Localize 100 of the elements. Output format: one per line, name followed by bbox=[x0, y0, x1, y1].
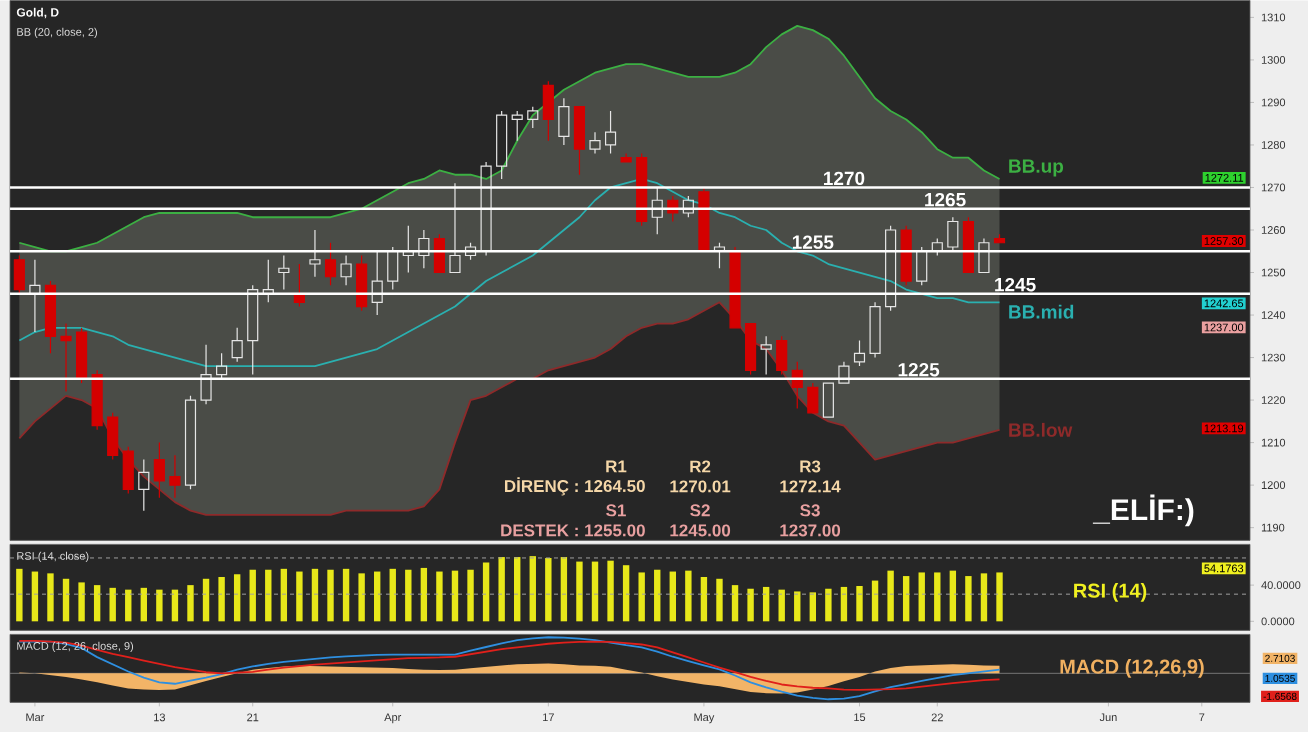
candlestick bbox=[29, 258, 41, 333]
bar bbox=[47, 573, 54, 622]
bar bbox=[965, 575, 972, 622]
candlestick bbox=[480, 161, 492, 256]
candlestick bbox=[231, 327, 243, 363]
annotation: 1270.01 bbox=[670, 480, 731, 493]
bar bbox=[327, 569, 334, 622]
annotation: 1237.00 bbox=[780, 524, 841, 537]
bar bbox=[109, 587, 116, 622]
bar bbox=[607, 560, 614, 622]
ref-line-label: 1225 bbox=[898, 362, 940, 377]
bar bbox=[420, 567, 428, 622]
series-label: BB.low bbox=[1009, 422, 1073, 437]
candlestick bbox=[184, 395, 197, 490]
series-label: BB.mid bbox=[1009, 304, 1074, 319]
bar bbox=[762, 586, 770, 622]
candlestick bbox=[200, 344, 212, 405]
candlestick bbox=[527, 105, 539, 129]
bar bbox=[156, 589, 163, 622]
bar bbox=[233, 574, 241, 622]
annotation: S2 bbox=[690, 504, 710, 517]
bar bbox=[140, 587, 148, 622]
bar bbox=[311, 568, 319, 622]
candlestick bbox=[138, 458, 150, 512]
annotation: MACD (12,26,9) bbox=[1060, 658, 1204, 678]
bar bbox=[622, 565, 630, 622]
bar bbox=[700, 576, 708, 622]
candlestick bbox=[885, 224, 897, 312]
bar bbox=[405, 569, 412, 622]
candlestick bbox=[947, 216, 959, 252]
candlestick bbox=[822, 382, 834, 418]
candlestick bbox=[262, 258, 274, 303]
candlestick bbox=[402, 224, 414, 273]
bar bbox=[451, 570, 459, 622]
bar bbox=[93, 584, 101, 622]
bar bbox=[16, 568, 23, 622]
bar bbox=[716, 578, 723, 622]
bar bbox=[654, 569, 661, 622]
bar bbox=[918, 572, 925, 622]
bar bbox=[358, 573, 365, 622]
annotation: R2 bbox=[690, 460, 711, 473]
bar bbox=[576, 561, 583, 622]
bar bbox=[980, 573, 988, 622]
bar bbox=[731, 584, 739, 622]
ref-line-label: 1255 bbox=[792, 235, 834, 249]
candlestick bbox=[216, 352, 228, 380]
candlestick bbox=[931, 237, 943, 256]
candlestick bbox=[511, 110, 523, 142]
candlestick bbox=[916, 246, 928, 286]
ref-line-label: 1245 bbox=[995, 277, 1036, 292]
annotation: S1 bbox=[606, 504, 626, 517]
candlestick bbox=[838, 361, 850, 384]
candlestick bbox=[278, 254, 290, 290]
candlestick bbox=[340, 254, 352, 286]
candlestick bbox=[713, 241, 726, 269]
annotation: 1245.00 bbox=[670, 524, 731, 537]
bar bbox=[887, 570, 894, 622]
bar bbox=[389, 568, 396, 622]
candlestick bbox=[651, 186, 663, 235]
bar bbox=[436, 571, 443, 622]
candlestick bbox=[418, 229, 430, 269]
bar bbox=[560, 556, 568, 622]
annotation: DİRENÇ : 1264.50 bbox=[504, 477, 645, 496]
bar bbox=[280, 568, 288, 622]
bar bbox=[545, 557, 552, 622]
candlestick bbox=[169, 454, 181, 499]
bar bbox=[482, 562, 490, 622]
bar bbox=[856, 585, 863, 622]
candlestick bbox=[869, 301, 881, 358]
bar bbox=[871, 580, 879, 622]
bar bbox=[529, 555, 536, 622]
bar bbox=[669, 571, 676, 622]
candlestick bbox=[853, 339, 866, 367]
candlestick bbox=[449, 182, 461, 273]
bar bbox=[125, 589, 132, 622]
bar bbox=[747, 588, 754, 622]
ref-line-label: 1270 bbox=[824, 171, 865, 185]
candlestick bbox=[604, 110, 617, 154]
bar bbox=[638, 572, 645, 622]
bar bbox=[373, 571, 381, 622]
bar bbox=[265, 569, 272, 622]
bar bbox=[218, 576, 225, 622]
bar bbox=[902, 575, 910, 622]
candlestick bbox=[496, 110, 508, 180]
annotation: _ELİF:) bbox=[1092, 494, 1194, 527]
bar bbox=[778, 589, 785, 622]
bar bbox=[296, 571, 303, 622]
bar bbox=[187, 584, 194, 622]
ref-line-label: 1265 bbox=[925, 192, 966, 207]
annotation: RSI (14) bbox=[1074, 582, 1147, 602]
bar bbox=[794, 591, 801, 622]
bar bbox=[996, 572, 1003, 622]
bar bbox=[591, 561, 599, 622]
bar bbox=[498, 556, 505, 622]
annotation: S3 bbox=[800, 504, 820, 517]
bar bbox=[825, 588, 832, 622]
annotation: R3 bbox=[800, 460, 821, 473]
candlestick bbox=[682, 195, 694, 218]
bar bbox=[809, 592, 817, 622]
bar bbox=[78, 582, 85, 622]
